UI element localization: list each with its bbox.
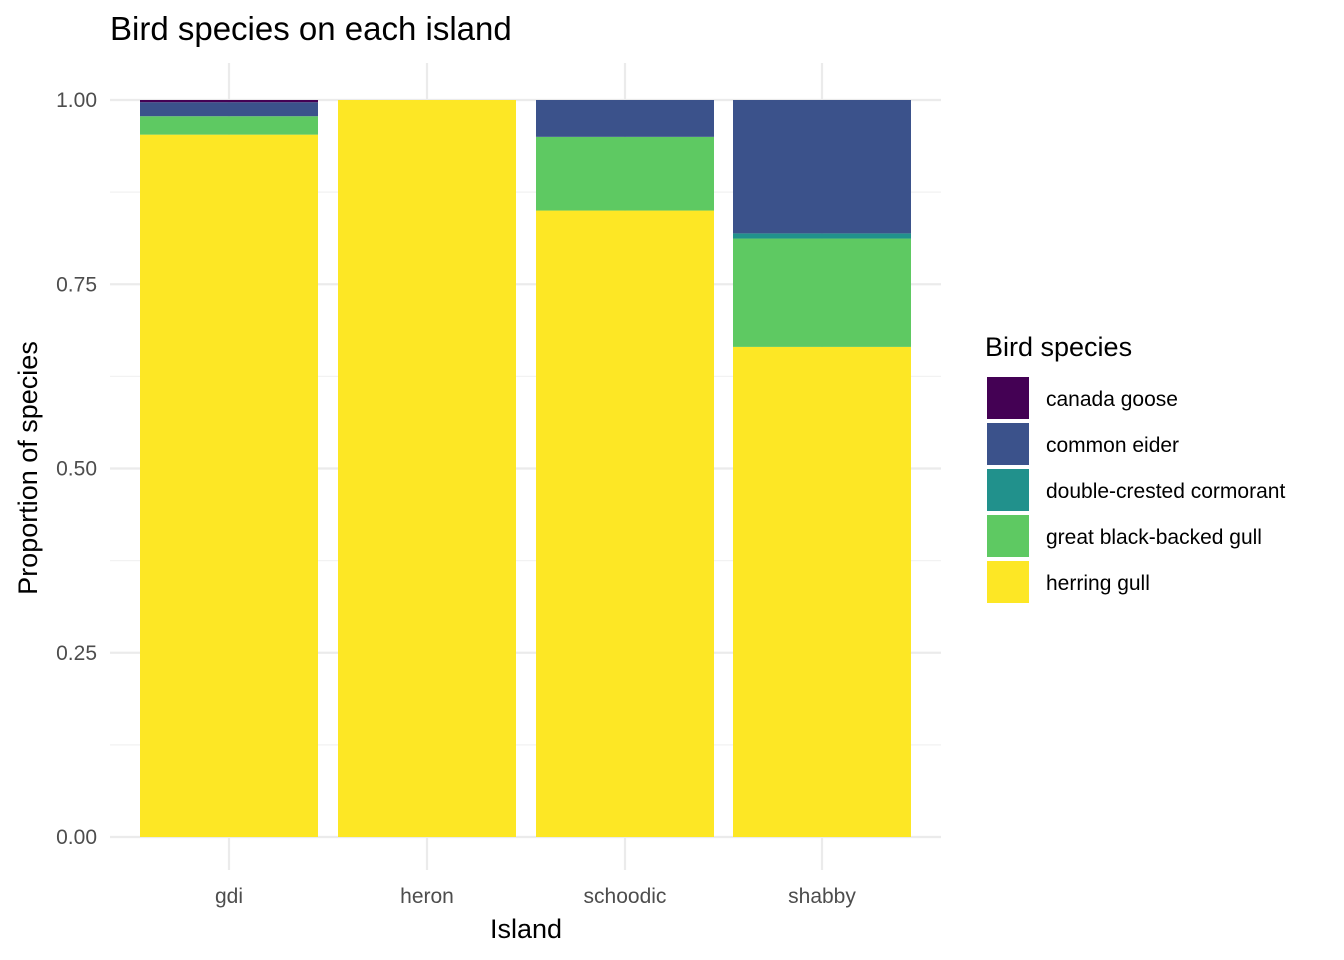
y-axis-ticks: 0.00 0.25 0.50 0.75 1.00 xyxy=(56,89,97,849)
bar-segment-schoodic-common-eider xyxy=(536,100,714,137)
legend-label: great black-backed gull xyxy=(1046,526,1262,549)
bar-segment-shabby-common-eider xyxy=(733,100,911,234)
x-axis-ticks: gdi heron schoodic shabby xyxy=(215,885,856,908)
bar-segment-shabby-double-crested-cormorant xyxy=(733,233,911,239)
x-tick-label: gdi xyxy=(215,885,243,908)
legend-key-herring-gull xyxy=(987,561,1029,603)
chart-title: Bird species on each island xyxy=(110,10,512,47)
legend-key-common-eider xyxy=(987,423,1029,465)
legend-key-double-crested-cormorant xyxy=(987,469,1029,511)
bar-segment-heron-herring-gull xyxy=(338,100,516,837)
bar-segment-gdi-common-eider xyxy=(140,102,318,117)
y-tick-label: 0.75 xyxy=(56,273,97,296)
x-tick-label: schoodic xyxy=(584,885,667,908)
y-tick-label: 0.50 xyxy=(56,458,97,481)
bar-stacks xyxy=(140,100,911,838)
bar-segment-shabby-great-black-backed-gull xyxy=(733,238,911,347)
bar-segment-gdi-herring-gull xyxy=(140,134,318,837)
bar-segment-shabby-herring-gull xyxy=(733,346,911,837)
bar-segment-gdi-great-black-backed-gull xyxy=(140,116,318,135)
y-tick-label: 0.25 xyxy=(56,642,97,665)
legend-label: herring gull xyxy=(1046,572,1150,595)
legend-label: canada goose xyxy=(1046,388,1178,411)
legend: Bird species canada goose common eider dou… xyxy=(985,332,1285,603)
legend-label: double-crested cormorant xyxy=(1046,480,1285,503)
bar-segment-gdi-canada-goose xyxy=(140,100,318,103)
bar-segment-schoodic-great-black-backed-gull xyxy=(536,136,714,211)
legend-key-great-black-backed-gull xyxy=(987,515,1029,557)
x-tick-label: shabby xyxy=(788,885,856,908)
y-tick-label: 0.00 xyxy=(56,826,97,849)
legend-title: Bird species xyxy=(985,332,1132,362)
y-tick-label: 1.00 xyxy=(56,89,97,112)
x-tick-label: heron xyxy=(400,885,454,908)
legend-label: common eider xyxy=(1046,434,1179,457)
x-axis-title: Island xyxy=(490,914,562,944)
y-axis-title: Proportion of species xyxy=(13,341,43,595)
legend-key-canada-goose xyxy=(987,377,1029,419)
bar-segment-schoodic-herring-gull xyxy=(536,210,714,838)
